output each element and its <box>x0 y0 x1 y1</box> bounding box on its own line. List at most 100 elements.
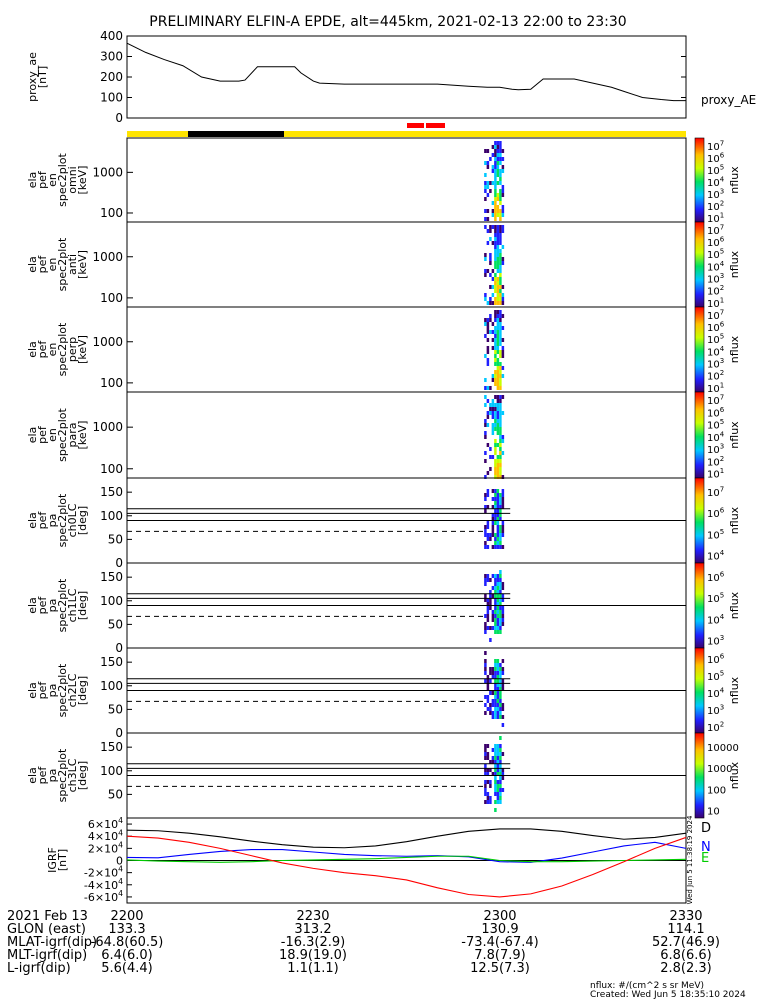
spectrogram-cell <box>496 578 500 582</box>
y-axis-label: spec2plot <box>56 578 69 632</box>
ephem-value: 6.8(6.6) <box>660 948 712 963</box>
spectrogram-cell <box>484 318 487 322</box>
spectrogram-cell <box>491 760 495 764</box>
spectrogram-cell <box>499 201 502 205</box>
spectrogram-cell <box>486 699 490 703</box>
spectrogram-cell <box>494 141 497 145</box>
spectrogram-cell <box>486 346 490 350</box>
spectrogram-cell <box>496 683 500 687</box>
colorbar-tick-label: 106 <box>707 653 725 667</box>
spectrogram-cell <box>499 756 502 760</box>
spectrogram-cell <box>484 419 487 423</box>
spectrogram-cell <box>494 748 497 752</box>
spectrogram-cell <box>494 768 497 772</box>
spectrogram-cell <box>499 189 502 193</box>
spectrogram-cell <box>499 578 502 582</box>
spectrogram-cell <box>489 594 492 598</box>
ephem-label-glon: GLON (east) <box>7 922 86 937</box>
spectrogram-cell <box>499 181 502 185</box>
spectrogram-cell <box>496 269 500 273</box>
spectrogram-cell <box>501 606 505 610</box>
spectrogram-cell <box>499 419 502 423</box>
colorbar-label: nflux <box>728 676 741 704</box>
spectrogram-cell <box>494 407 497 411</box>
spectrogram-cell <box>501 768 505 772</box>
spectrogram-cell <box>486 683 490 687</box>
y-tick-label: 100 <box>100 679 123 693</box>
panel-frame <box>126 221 687 308</box>
spectrogram-cell <box>496 545 500 549</box>
spectrogram-cell <box>494 297 497 301</box>
spectrogram-cell <box>499 322 502 326</box>
spectrogram-cell <box>496 338 500 342</box>
spectrogram-cell <box>491 505 495 509</box>
colorbar-tick-label: 106 <box>707 321 725 335</box>
colorbar-tick-label: 102 <box>707 455 724 469</box>
spectrogram-cell <box>496 334 500 338</box>
spectrogram-cell <box>499 374 502 378</box>
panel-proxy-ae: 0 100 200 300 400 proxy_ae[nT] proxy_AE <box>26 29 756 125</box>
spectrogram-cell <box>496 471 500 475</box>
y-tick-label: 150 <box>100 485 123 499</box>
spectrogram-cell <box>499 675 502 679</box>
colorbar <box>694 137 705 223</box>
spectrogram-cell <box>499 285 502 289</box>
spectrogram-cell <box>499 582 502 586</box>
spectrogram-cell <box>499 435 502 439</box>
spectrogram-cell <box>494 181 497 185</box>
spectrogram-cell <box>496 529 500 533</box>
spectrogram-cell <box>496 618 500 622</box>
spectrogram-cell <box>496 463 500 467</box>
spectrogram-cell <box>501 776 505 780</box>
y-tick-label: 200 <box>100 70 123 84</box>
spectrogram-cell <box>494 574 497 578</box>
spectrogram-cell <box>494 471 497 475</box>
ephem-value: 2.8(2.3) <box>660 961 712 976</box>
y-tick-label: 100 <box>100 764 123 778</box>
spectrogram-cell <box>496 525 500 529</box>
spectrogram-cell <box>499 744 502 748</box>
spectrogram-cell <box>494 622 497 626</box>
y-axis-label: ch2LC <box>66 673 79 707</box>
spectrogram-cell <box>501 257 505 261</box>
spectrogram-cell <box>486 423 490 427</box>
spectrogram-cell <box>499 784 502 788</box>
ephem-value: 133.3 <box>108 922 145 937</box>
spectrogram-cell <box>491 293 495 297</box>
spectrogram-cell <box>499 792 502 796</box>
y-tick-label: 1000 <box>92 420 123 434</box>
spectrogram-cell <box>494 197 497 201</box>
spectrogram-cell <box>484 582 487 586</box>
spectrogram-cell <box>494 744 497 748</box>
spectrogram-cell <box>491 715 495 719</box>
spectrogram-cell <box>499 395 502 399</box>
y-axis-label: IGRF <box>46 847 59 873</box>
spectrogram-cell <box>499 545 502 549</box>
spectrogram-cell <box>486 679 490 683</box>
spectrogram-cell <box>494 382 497 386</box>
spectrogram-cell <box>494 541 497 545</box>
spectrogram-cell <box>501 622 505 626</box>
spectrogram-cell <box>496 475 500 479</box>
colorbar-tick-label: 103 <box>707 357 724 371</box>
spectrogram-cell <box>491 618 495 622</box>
spectrogram-cell <box>501 529 505 533</box>
spectrogram-cell <box>486 537 490 541</box>
chart-title: PRELIMINARY ELFIN-A EPDE, alt=445km, 202… <box>149 14 626 30</box>
spectrogram-cell <box>499 768 502 772</box>
spectrogram-cell <box>486 443 490 447</box>
spectrogram-cell <box>494 626 497 630</box>
spectrogram-cell <box>499 225 502 229</box>
spectrogram-cell <box>494 205 497 209</box>
spectrogram-cell <box>484 594 487 598</box>
spectrogram-cell <box>484 784 487 788</box>
spectrogram-cell <box>501 374 505 378</box>
spectrogram-cell <box>499 574 502 578</box>
spectrogram-cell <box>494 439 497 443</box>
spectrogram-cell <box>484 273 487 277</box>
spectrogram-cell <box>499 229 502 233</box>
y-axis-label: [nT] <box>36 66 49 88</box>
spectrogram-cell <box>499 281 502 285</box>
spectrogram-cell <box>499 590 502 594</box>
spectrogram-cell <box>486 610 490 614</box>
